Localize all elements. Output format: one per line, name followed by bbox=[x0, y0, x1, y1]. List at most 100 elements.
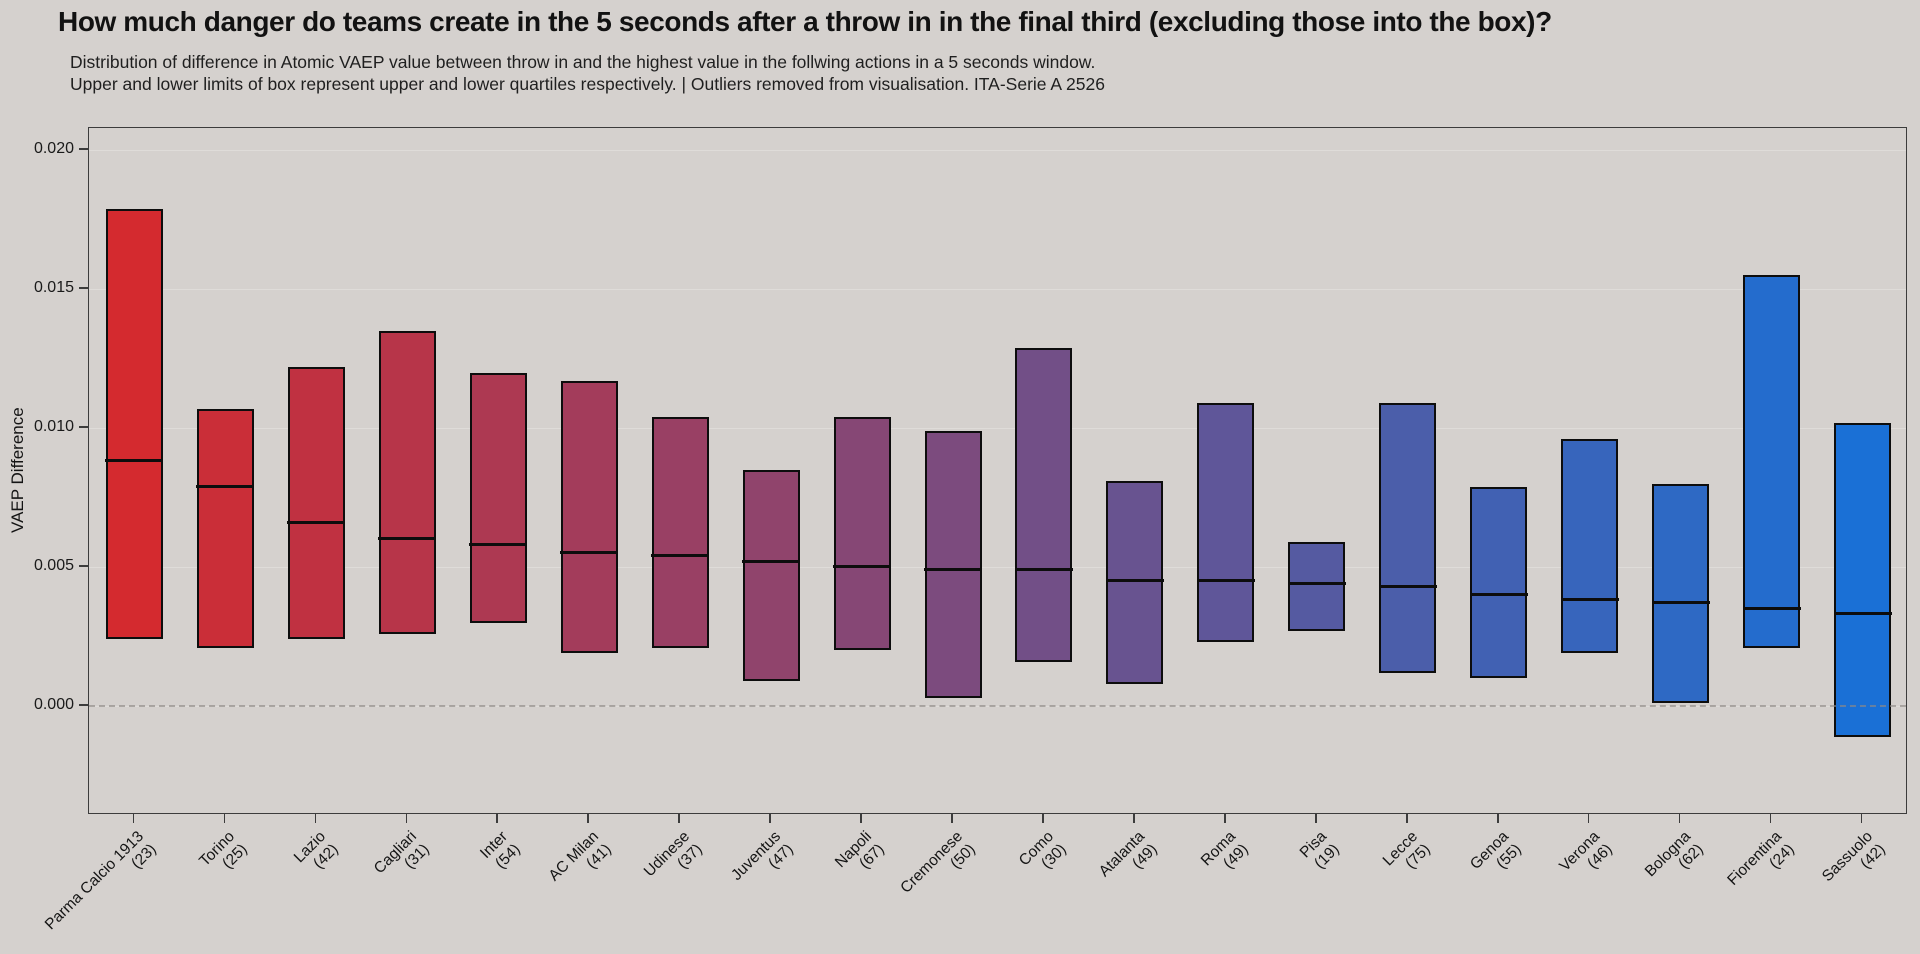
y-axis-tick bbox=[79, 287, 88, 289]
y-gridline bbox=[89, 149, 1906, 151]
x-tick-label: Verona (46) bbox=[1556, 828, 1616, 888]
median-line bbox=[1105, 578, 1164, 582]
median-line bbox=[742, 559, 801, 563]
x-axis-tick bbox=[1224, 814, 1226, 823]
x-tick-label: Atalanta (49) bbox=[1096, 828, 1162, 894]
x-tick-label: Lazio (42) bbox=[291, 828, 343, 880]
x-axis-tick bbox=[1678, 814, 1681, 823]
x-axis-tick bbox=[1587, 814, 1590, 823]
x-tick-label: Bologna (62) bbox=[1641, 828, 1707, 894]
y-tick-label: 0.020 bbox=[33, 140, 74, 158]
x-tick-label: Udinese (37) bbox=[641, 828, 707, 894]
y-tick-label: 0.000 bbox=[33, 696, 74, 714]
median-line bbox=[560, 551, 619, 555]
chart-title: How much danger do teams create in the 5… bbox=[58, 6, 1552, 37]
x-tick-label: Torino (25) bbox=[197, 828, 252, 883]
x-tick-label: Como (30) bbox=[1016, 828, 1071, 883]
box-como bbox=[1014, 347, 1073, 662]
median-line bbox=[469, 542, 528, 546]
x-axis-tick bbox=[1860, 814, 1863, 823]
median-line bbox=[287, 520, 346, 524]
y-axis-tick bbox=[79, 426, 88, 428]
median-line bbox=[1378, 584, 1437, 588]
x-axis-tick bbox=[1042, 814, 1044, 823]
box-inter bbox=[469, 372, 528, 623]
box-verona bbox=[1560, 439, 1619, 654]
box-torino bbox=[196, 408, 255, 648]
x-axis-tick bbox=[1405, 814, 1408, 823]
median-line bbox=[1287, 581, 1346, 585]
box-lazio bbox=[287, 367, 346, 640]
y-gridline bbox=[89, 566, 1906, 568]
box-lecce bbox=[1378, 403, 1437, 673]
x-axis-tick bbox=[132, 814, 135, 823]
x-tick-label: Inter (54) bbox=[477, 828, 524, 875]
median-line bbox=[651, 553, 710, 557]
box-parma-calcio-1913 bbox=[105, 208, 164, 640]
median-line bbox=[105, 459, 164, 463]
x-axis-tick bbox=[769, 814, 771, 823]
median-line bbox=[1560, 598, 1619, 602]
median-line bbox=[1651, 601, 1710, 605]
x-tick-label: Genoa (55) bbox=[1467, 828, 1525, 886]
y-axis-tick bbox=[79, 704, 88, 706]
box-roma bbox=[1196, 403, 1255, 643]
y-tick-label: 0.005 bbox=[33, 557, 74, 575]
box-bologna bbox=[1651, 483, 1710, 704]
x-axis-tick bbox=[678, 814, 680, 823]
x-tick-label: Roma (49) bbox=[1198, 828, 1253, 883]
x-axis-tick bbox=[1769, 814, 1772, 823]
median-line bbox=[1469, 592, 1528, 596]
x-axis-tick bbox=[496, 814, 499, 823]
x-tick-label: Juventus (47) bbox=[728, 828, 797, 897]
y-gridline bbox=[89, 288, 1906, 290]
median-line bbox=[924, 567, 983, 571]
median-line bbox=[833, 565, 892, 569]
plot-area bbox=[88, 127, 1907, 814]
x-tick-label: Fiorentina (24) bbox=[1724, 828, 1798, 902]
x-axis-tick bbox=[314, 814, 317, 823]
box-atalanta bbox=[1105, 480, 1164, 684]
x-tick-label: Cremonese (50) bbox=[897, 828, 979, 910]
box-udinese bbox=[651, 417, 710, 648]
x-axis-tick bbox=[1496, 814, 1499, 823]
x-tick-label: Napoli (67) bbox=[832, 828, 889, 885]
box-pisa bbox=[1287, 542, 1346, 631]
y-axis-tick bbox=[79, 148, 88, 151]
y-axis-tick bbox=[79, 565, 88, 567]
box-ac-milan bbox=[560, 380, 619, 654]
box-cremonese bbox=[924, 430, 983, 698]
median-line bbox=[378, 537, 437, 541]
y-tick-label: 0.010 bbox=[33, 418, 74, 436]
median-line bbox=[1014, 567, 1073, 571]
x-tick-label: Sassuolo (42) bbox=[1818, 828, 1889, 899]
box-genoa bbox=[1469, 486, 1528, 679]
y-tick-label: 0.015 bbox=[33, 279, 74, 297]
x-axis-tick bbox=[587, 814, 590, 823]
x-tick-label: Pisa (19) bbox=[1296, 828, 1343, 875]
median-line bbox=[1833, 612, 1892, 616]
y-gridline bbox=[89, 427, 1906, 429]
median-line bbox=[1196, 578, 1255, 582]
chart-subtitle-line2: Upper and lower limits of box represent … bbox=[70, 74, 1105, 94]
box-cagliari bbox=[378, 330, 437, 634]
x-tick-label: Lecce (75) bbox=[1380, 828, 1435, 883]
x-axis-tick bbox=[1315, 814, 1317, 823]
zero-reference-line bbox=[89, 705, 1906, 708]
box-napoli bbox=[833, 417, 892, 651]
x-axis-tick bbox=[405, 814, 408, 823]
x-axis-tick bbox=[951, 814, 953, 823]
x-axis-tick bbox=[223, 814, 226, 823]
box-juventus bbox=[742, 469, 801, 682]
x-tick-label: AC Milan (41) bbox=[546, 828, 616, 898]
median-line bbox=[1742, 606, 1801, 610]
chart-subtitle-line1: Distribution of difference in Atomic VAE… bbox=[70, 52, 1096, 72]
box-sassuolo bbox=[1833, 422, 1892, 737]
x-tick-label: Parma Calcio 1913 (23) bbox=[42, 828, 161, 947]
chart-subtitle: Distribution of difference in Atomic VAE… bbox=[70, 51, 1105, 95]
x-axis-tick bbox=[860, 814, 862, 823]
box-fiorentina bbox=[1742, 275, 1801, 648]
median-line bbox=[196, 484, 255, 488]
x-tick-label: Cagliari (31) bbox=[371, 828, 434, 891]
